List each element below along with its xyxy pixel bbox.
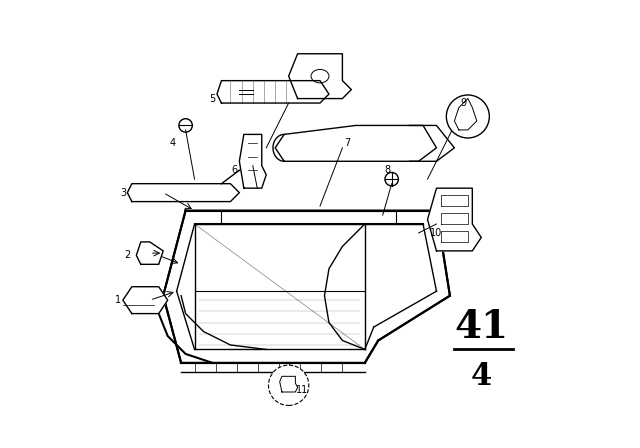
Text: 8: 8	[384, 165, 390, 175]
Polygon shape	[239, 134, 266, 188]
Text: 9: 9	[460, 98, 467, 108]
Text: 41: 41	[454, 308, 508, 346]
Text: 6: 6	[232, 165, 238, 175]
Text: 1: 1	[115, 295, 122, 305]
Polygon shape	[454, 99, 477, 130]
Text: 10: 10	[430, 228, 443, 238]
Text: 2: 2	[124, 250, 131, 260]
Text: 5: 5	[209, 94, 216, 103]
Polygon shape	[289, 54, 351, 99]
Polygon shape	[428, 188, 481, 251]
Polygon shape	[410, 125, 454, 161]
Polygon shape	[275, 125, 436, 161]
Circle shape	[446, 95, 490, 138]
Polygon shape	[280, 376, 298, 392]
Polygon shape	[123, 287, 168, 314]
Text: 11: 11	[296, 385, 308, 395]
Text: 7: 7	[344, 138, 350, 148]
Text: 3: 3	[120, 188, 126, 198]
Polygon shape	[127, 184, 239, 202]
Polygon shape	[136, 242, 163, 264]
Text: 4: 4	[470, 361, 492, 392]
Circle shape	[269, 365, 309, 405]
Polygon shape	[217, 81, 329, 103]
Text: 4: 4	[169, 138, 175, 148]
